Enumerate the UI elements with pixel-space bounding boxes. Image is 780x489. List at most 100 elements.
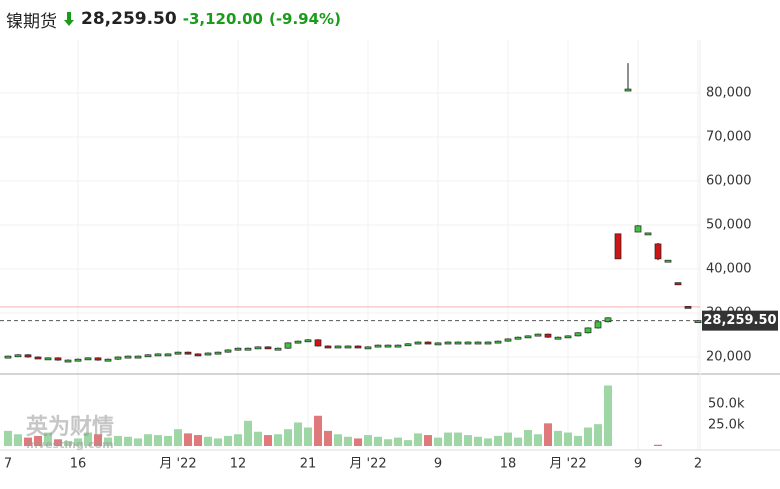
x-tick-label: 16	[70, 457, 87, 472]
volume-bar	[204, 436, 212, 446]
x-tick-label: 9	[634, 457, 642, 472]
candle-body	[604, 317, 612, 323]
y-tick-label: 40,000	[706, 261, 752, 276]
candle-body	[534, 333, 542, 337]
candle-body	[544, 333, 552, 338]
candle-body	[324, 345, 332, 349]
candle-body	[334, 345, 342, 349]
x-tick-label: 12	[230, 457, 247, 472]
candle-body	[104, 358, 112, 362]
volume-bar	[324, 430, 332, 446]
volume-bar	[294, 422, 302, 446]
volume-bar	[594, 424, 602, 446]
x-tick-label: 月 '22	[349, 457, 386, 472]
candle-body	[174, 351, 182, 355]
volume-bar	[534, 434, 542, 446]
watermark: 英为财情	[26, 414, 114, 440]
y-tick-label: 60,000	[706, 174, 752, 189]
candle-body	[54, 357, 62, 361]
candle-body	[384, 344, 392, 348]
candle-body	[674, 282, 682, 286]
volume-bar	[434, 437, 442, 446]
volume-bar	[174, 429, 182, 446]
candle-body	[274, 347, 282, 351]
down-arrow	[64, 12, 74, 26]
candle-body	[644, 232, 652, 236]
volume-bar	[244, 420, 252, 446]
candle-body	[564, 335, 572, 339]
volume-bar	[494, 435, 502, 446]
volume-bar	[364, 435, 372, 446]
volume-bar	[194, 435, 202, 446]
volume-bar	[264, 435, 272, 446]
volume-bar	[94, 434, 102, 446]
candle-body	[24, 354, 32, 358]
volume-bar	[524, 430, 532, 446]
volume-bar	[124, 436, 132, 446]
candle-body	[594, 321, 602, 329]
candle-body	[694, 320, 702, 323]
candle-body	[304, 339, 312, 343]
candle-body	[574, 332, 582, 337]
volume-bar	[24, 437, 32, 446]
instrument-title: 镍期货	[6, 11, 57, 32]
last-price-box	[702, 310, 778, 331]
volume-bar	[504, 432, 512, 446]
candle-body	[484, 341, 492, 345]
volume-bar	[314, 415, 322, 446]
candle-body	[624, 88, 632, 92]
candle-body	[144, 354, 152, 358]
volume-bar	[374, 436, 382, 446]
volume-bar	[34, 435, 42, 446]
volume-bar	[574, 435, 582, 446]
candle-body	[154, 353, 162, 357]
volume-bar	[414, 433, 422, 446]
volume-bar	[74, 438, 82, 446]
candle-body	[264, 346, 272, 350]
candle-body	[494, 340, 502, 344]
x-tick-label: 月 '22	[159, 457, 196, 472]
volume-bar	[554, 430, 562, 446]
candle-body	[194, 353, 202, 357]
volume-bar	[54, 439, 62, 446]
volume-bar	[274, 434, 282, 446]
volume-bar	[214, 438, 222, 446]
header: 镍期货 28,259.50 -3,120.00 (-9.94%)	[6, 6, 341, 32]
volume-bar	[484, 438, 492, 446]
candle-body	[394, 344, 402, 348]
volume-bar	[64, 440, 72, 446]
volume-bar	[84, 432, 92, 446]
volume-bar	[444, 432, 452, 446]
candle-body	[234, 347, 242, 351]
last-price-label: 28,259.50	[703, 313, 776, 328]
volume-bar	[334, 434, 342, 446]
candle-body	[684, 306, 692, 309]
candle-body	[184, 351, 192, 355]
volume-bar	[4, 430, 12, 446]
volume-bar	[104, 437, 112, 446]
candle-body	[84, 357, 92, 361]
y-tick-label: 70,000	[706, 130, 752, 145]
candle-body	[444, 341, 452, 345]
volume-bar	[654, 444, 662, 446]
volume-bar	[514, 437, 522, 446]
candle-body	[514, 336, 522, 340]
volume-bar	[254, 431, 262, 446]
candle-body	[404, 343, 412, 347]
candle-body	[4, 355, 12, 359]
candle-body	[374, 344, 382, 348]
candle-body	[554, 336, 562, 340]
candle-body	[434, 342, 442, 346]
volume-bar	[544, 423, 552, 446]
candle-body	[164, 353, 172, 357]
candle-body	[34, 356, 42, 360]
volume-bar	[564, 432, 572, 446]
candle-body	[614, 233, 622, 260]
price-change: -3,120.00	[182, 10, 263, 28]
candle-body	[44, 357, 52, 361]
x-tick-label: 2	[694, 457, 702, 472]
price-change-pct: (-9.94%)	[268, 10, 341, 28]
candle-body	[204, 352, 212, 356]
candle-body	[664, 259, 672, 263]
